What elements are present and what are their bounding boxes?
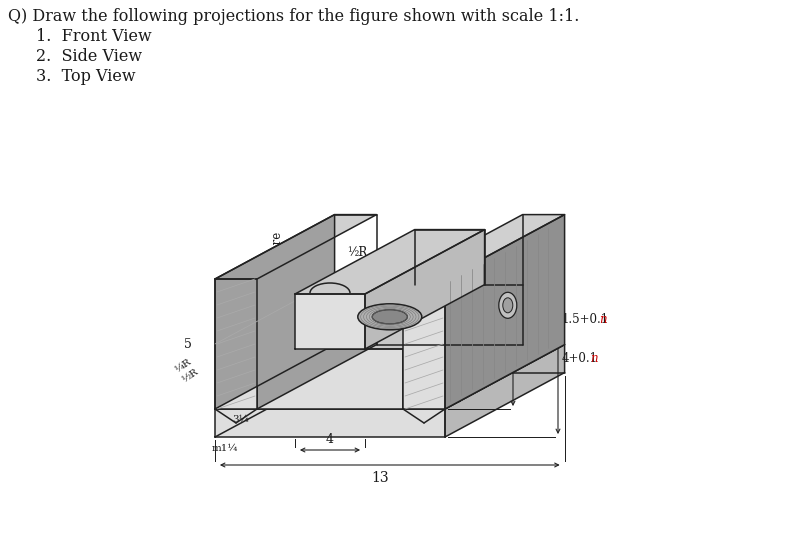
Text: 4+0.1: 4+0.1 (562, 352, 598, 364)
Polygon shape (445, 215, 565, 409)
Polygon shape (403, 285, 522, 409)
Text: 4: 4 (326, 433, 334, 446)
Text: Q) Draw the following projections for the figure shown with scale 1:1.: Q) Draw the following projections for th… (8, 8, 579, 25)
Text: ½: ½ (513, 338, 523, 347)
Polygon shape (295, 294, 365, 349)
Text: 13: 13 (371, 471, 389, 485)
Polygon shape (215, 279, 257, 409)
Text: 2½Bore: 2½Bore (270, 231, 283, 278)
Polygon shape (403, 215, 565, 279)
Text: 5: 5 (184, 337, 192, 351)
Text: 3.  Top View: 3. Top View (36, 68, 136, 85)
Text: n: n (599, 313, 606, 326)
Polygon shape (365, 230, 485, 349)
Text: 1.5+0.1: 1.5+0.1 (562, 313, 609, 326)
Text: m1¼: m1¼ (212, 444, 238, 453)
Text: ½R: ½R (180, 368, 200, 385)
Polygon shape (445, 344, 565, 437)
Ellipse shape (372, 310, 407, 324)
Polygon shape (403, 279, 445, 409)
Text: 4 Dia.: 4 Dia. (435, 370, 467, 405)
Polygon shape (257, 285, 377, 409)
Polygon shape (215, 409, 445, 437)
Polygon shape (215, 215, 377, 279)
Text: ¼R: ¼R (173, 358, 193, 375)
Text: n: n (547, 337, 554, 350)
Polygon shape (257, 285, 522, 349)
Ellipse shape (358, 304, 422, 330)
Text: 1.  Front View: 1. Front View (36, 28, 152, 45)
Text: 3+0.1: 3+0.1 (519, 337, 555, 350)
Polygon shape (257, 349, 403, 409)
Text: ½R: ½R (347, 246, 367, 259)
Polygon shape (295, 230, 485, 294)
Ellipse shape (503, 298, 513, 313)
Polygon shape (215, 344, 565, 409)
Text: n: n (590, 352, 598, 364)
Ellipse shape (499, 293, 517, 319)
Text: 3¼: 3¼ (233, 415, 250, 424)
Polygon shape (215, 215, 334, 409)
Text: 2.  Side View: 2. Side View (36, 48, 142, 65)
